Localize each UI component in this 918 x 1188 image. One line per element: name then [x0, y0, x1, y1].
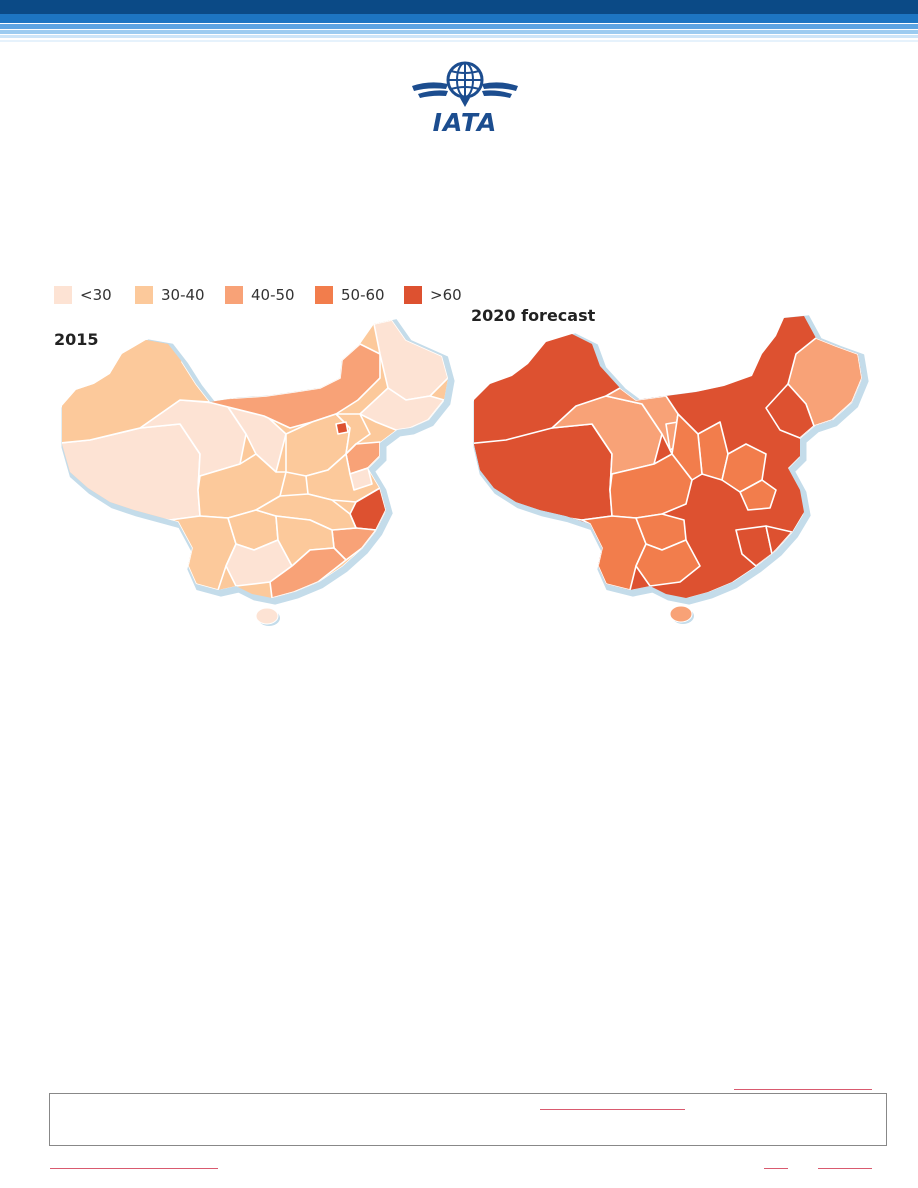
header-band [0, 24, 918, 29]
legend-swatch [135, 286, 153, 304]
china-map-2015 [50, 304, 460, 626]
footer-note-box [49, 1093, 887, 1146]
footer-link-underline-small[interactable] [764, 1168, 788, 1169]
legend-label: 40-50 [251, 286, 295, 304]
footer-link-underline-right[interactable] [818, 1168, 872, 1169]
iata-logo: IATA [410, 58, 520, 137]
china-map-2020-forecast [466, 304, 886, 624]
legend-swatch [315, 286, 333, 304]
footer-link-underline[interactable] [734, 1089, 872, 1090]
header-band [0, 14, 918, 23]
legend-swatch [404, 286, 422, 304]
globe-wings-icon [412, 61, 518, 107]
map-title-2020-forecast: 2020 forecast [471, 306, 596, 325]
header-band [0, 40, 918, 42]
header-band-dark [0, 0, 918, 14]
map-title-2015: 2015 [54, 330, 99, 349]
legend-swatch [54, 286, 72, 304]
logo-text: IATA [432, 108, 498, 137]
legend-label: 50-60 [341, 286, 385, 304]
header-band [0, 35, 918, 38]
box-link-underline[interactable] [540, 1109, 685, 1110]
legend-swatch [225, 286, 243, 304]
legend-label: >60 [430, 286, 462, 304]
footer-link-underline-left[interactable] [50, 1168, 218, 1169]
header-band [0, 30, 918, 34]
legend-label: <30 [80, 286, 112, 304]
legend-label: 30-40 [161, 286, 205, 304]
